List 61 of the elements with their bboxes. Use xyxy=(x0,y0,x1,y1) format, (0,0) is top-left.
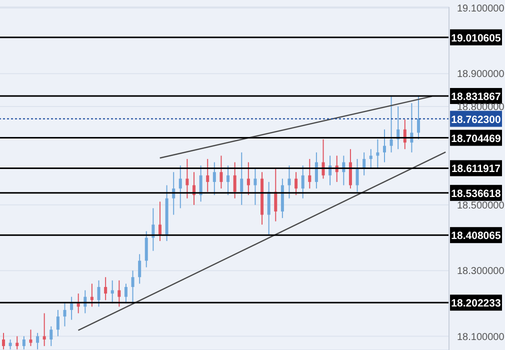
candlestick xyxy=(376,138,380,170)
candlestick xyxy=(42,312,46,347)
candlestick xyxy=(308,158,312,190)
candlestick xyxy=(226,165,230,196)
y-tick-label: 18.800000 xyxy=(457,102,505,114)
ref-line-label: 18.202233 xyxy=(451,298,501,310)
candlestick xyxy=(110,280,114,304)
candlestick xyxy=(158,201,162,242)
ref-line-label: 18.536618 xyxy=(451,188,501,200)
candlestick xyxy=(220,155,223,190)
ref-line-label: 18.831867 xyxy=(451,90,501,103)
candlestick xyxy=(254,168,257,206)
candlestick xyxy=(2,332,6,350)
ref-line-label: 18.611917 xyxy=(451,163,501,176)
candlestick xyxy=(90,283,94,308)
candlestick xyxy=(118,280,121,308)
y-tick-label: 18.100000 xyxy=(457,332,505,343)
ref-line-label: 18.408065 xyxy=(451,230,501,242)
candlestick xyxy=(131,270,134,304)
candlestick xyxy=(301,165,304,199)
candlestick xyxy=(212,162,216,196)
candlestick xyxy=(356,158,359,192)
candlestick xyxy=(267,181,270,235)
candlestick xyxy=(36,332,40,350)
candlestick xyxy=(390,96,393,153)
candlestick xyxy=(274,168,278,222)
y-tick-label: 18.300000 xyxy=(457,266,505,278)
candlestick xyxy=(97,280,100,308)
candlestick xyxy=(288,165,291,199)
ref-line-label: 18.762300 xyxy=(451,114,501,126)
candlestick xyxy=(138,254,142,284)
ref-line-label: 19.010605 xyxy=(451,32,501,44)
candlestick xyxy=(186,158,189,199)
candlestick xyxy=(314,152,318,190)
candlestick xyxy=(16,336,19,350)
candlestick xyxy=(144,230,148,268)
candlestick xyxy=(76,293,80,314)
candlestick xyxy=(124,283,128,304)
ref-line-label: 18.704469 xyxy=(451,132,501,145)
candlestick xyxy=(233,162,236,199)
candlestick xyxy=(22,336,26,350)
y-tick-label: 18.500000 xyxy=(457,200,505,212)
candlestick xyxy=(70,296,74,320)
candlestick xyxy=(382,128,386,163)
candlestick xyxy=(104,276,108,301)
candlestick xyxy=(206,158,210,192)
candlestick xyxy=(29,329,32,347)
candlestick xyxy=(199,165,202,202)
candlestick xyxy=(8,338,12,350)
y-tick-label: 18.900000 xyxy=(457,69,505,80)
candlestick xyxy=(240,152,244,206)
candlestick xyxy=(56,309,60,337)
candlestick xyxy=(50,326,53,347)
candlestick xyxy=(178,165,182,209)
candlestick xyxy=(417,96,420,140)
candlestick xyxy=(369,148,372,170)
candlestick xyxy=(246,162,250,196)
candlestick xyxy=(348,148,352,190)
candlestick xyxy=(63,302,66,327)
y-tick-label: 19.100000 xyxy=(457,4,505,15)
candlestick xyxy=(294,172,298,196)
